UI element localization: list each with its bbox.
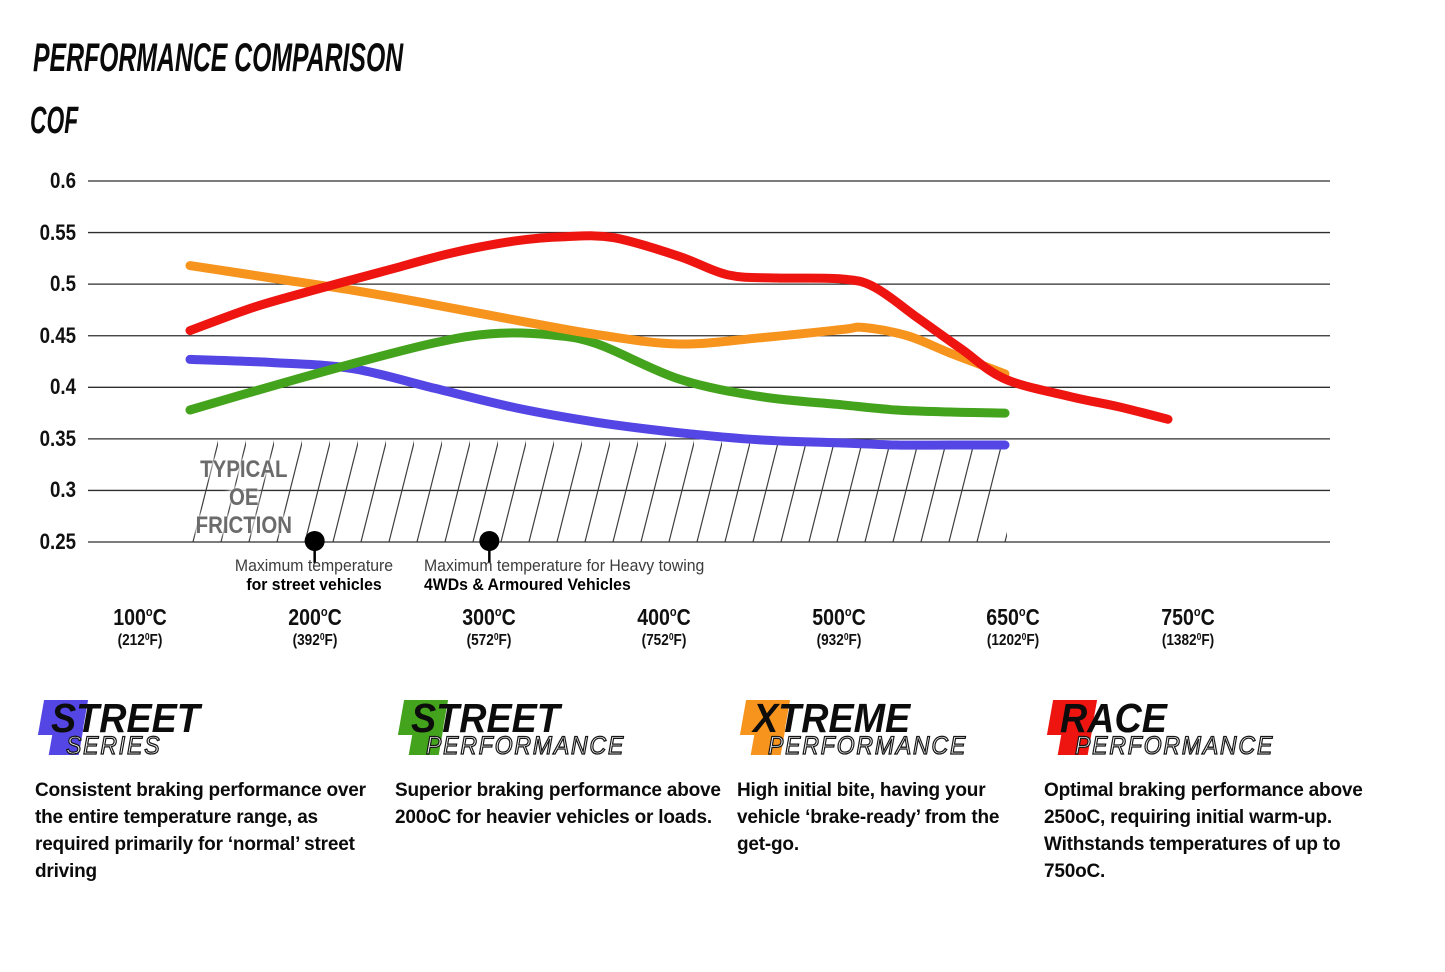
line-xtreme-performance — [185, 261, 1010, 379]
y-tick-label: 0.25 — [39, 529, 76, 554]
annotation-line1: Maximum temperature for Heavy towing — [424, 556, 705, 575]
max-temp-marker — [304, 531, 325, 551]
typical-oe-friction-region — [190, 438, 1007, 542]
logo-word1: XTREME — [753, 695, 911, 741]
x-tick-label: 400oC (7520F) — [637, 604, 691, 649]
y-axis-title: COF — [30, 100, 79, 142]
legend-description: Superior braking performance above 200oC… — [395, 780, 721, 828]
logo-word1: STREET — [51, 695, 200, 741]
line-street-performance — [185, 328, 1010, 418]
annotation-line1: Maximum temperature — [234, 556, 394, 575]
oe-label-line2: FRICTION — [195, 512, 292, 539]
logo-word2: SERIES — [65, 731, 162, 760]
logo-word1: STREET — [411, 695, 560, 741]
y-tick-label: 0.6 — [49, 168, 76, 193]
logo-word2: PERFORMANCE — [425, 731, 626, 760]
legend-street-performance: STREET PERFORMANCE Superior braking perf… — [395, 695, 725, 828]
x-tick-label: 200oC (3920F) — [287, 604, 342, 649]
logo-word2: PERFORMANCE — [1074, 731, 1275, 760]
legend-description: High initial bite, having your vehicle ‘… — [737, 780, 1000, 855]
legend-description: Consistent braking performance over the … — [35, 780, 366, 882]
x-tick-label: 100oC (2120F) — [113, 604, 167, 649]
max-temp-marker — [479, 531, 500, 551]
race-performance-logo: RACE PERFORMANCE — [1044, 695, 1384, 771]
y-tick-label: 0.55 — [39, 219, 76, 245]
street-performance-logo: STREET PERFORMANCE — [395, 695, 725, 771]
y-tick-label: 0.5 — [49, 271, 76, 297]
y-tick-label: 0.4 — [49, 374, 76, 400]
annotation-max-temp-heavy-towing: Maximum temperature for Heavy towing 4WD… — [424, 556, 734, 594]
legend-description: Optimal braking performance above 250oC,… — [1044, 780, 1363, 882]
legend-xtreme-performance: XTREME PERFORMANCE High initial bite, ha… — [737, 695, 1037, 855]
legend-street-series: STREET SERIES Consistent braking perform… — [35, 695, 375, 882]
oe-label-line1: TYPICAL OE — [200, 456, 288, 511]
typical-oe-friction-label: TYPICAL OE FRICTION — [186, 456, 302, 540]
x-tick-label: 500oC (9320F) — [811, 604, 866, 649]
xtreme-performance-logo: XTREME PERFORMANCE — [737, 695, 1037, 771]
logo-word2: PERFORMANCE — [767, 731, 968, 760]
annotation-line2: 4WDs & Armoured Vehicles — [424, 575, 631, 594]
y-tick-label: 0.3 — [49, 477, 76, 503]
x-tick-label: 650oC (12020F) — [986, 604, 1041, 649]
y-tick-label: 0.45 — [39, 322, 76, 348]
y-tick-label: 0.35 — [39, 425, 76, 451]
annotation-max-temp-street: Maximum temperature for street vehicles — [204, 556, 424, 594]
x-tick-label: 750oC (13820F) — [1161, 604, 1215, 649]
annotation-line2: for street vehicles — [246, 575, 382, 594]
street-series-logo: STREET SERIES — [35, 695, 375, 771]
logo-word1: RACE — [1060, 695, 1167, 741]
legend-race-performance: RACE PERFORMANCE Optimal braking perform… — [1044, 695, 1384, 882]
x-tick-label: 300oC (5720F) — [462, 604, 517, 649]
line-race-performance — [185, 231, 1173, 424]
chart-title: PERFORMANCE COMPARISON — [33, 36, 404, 80]
